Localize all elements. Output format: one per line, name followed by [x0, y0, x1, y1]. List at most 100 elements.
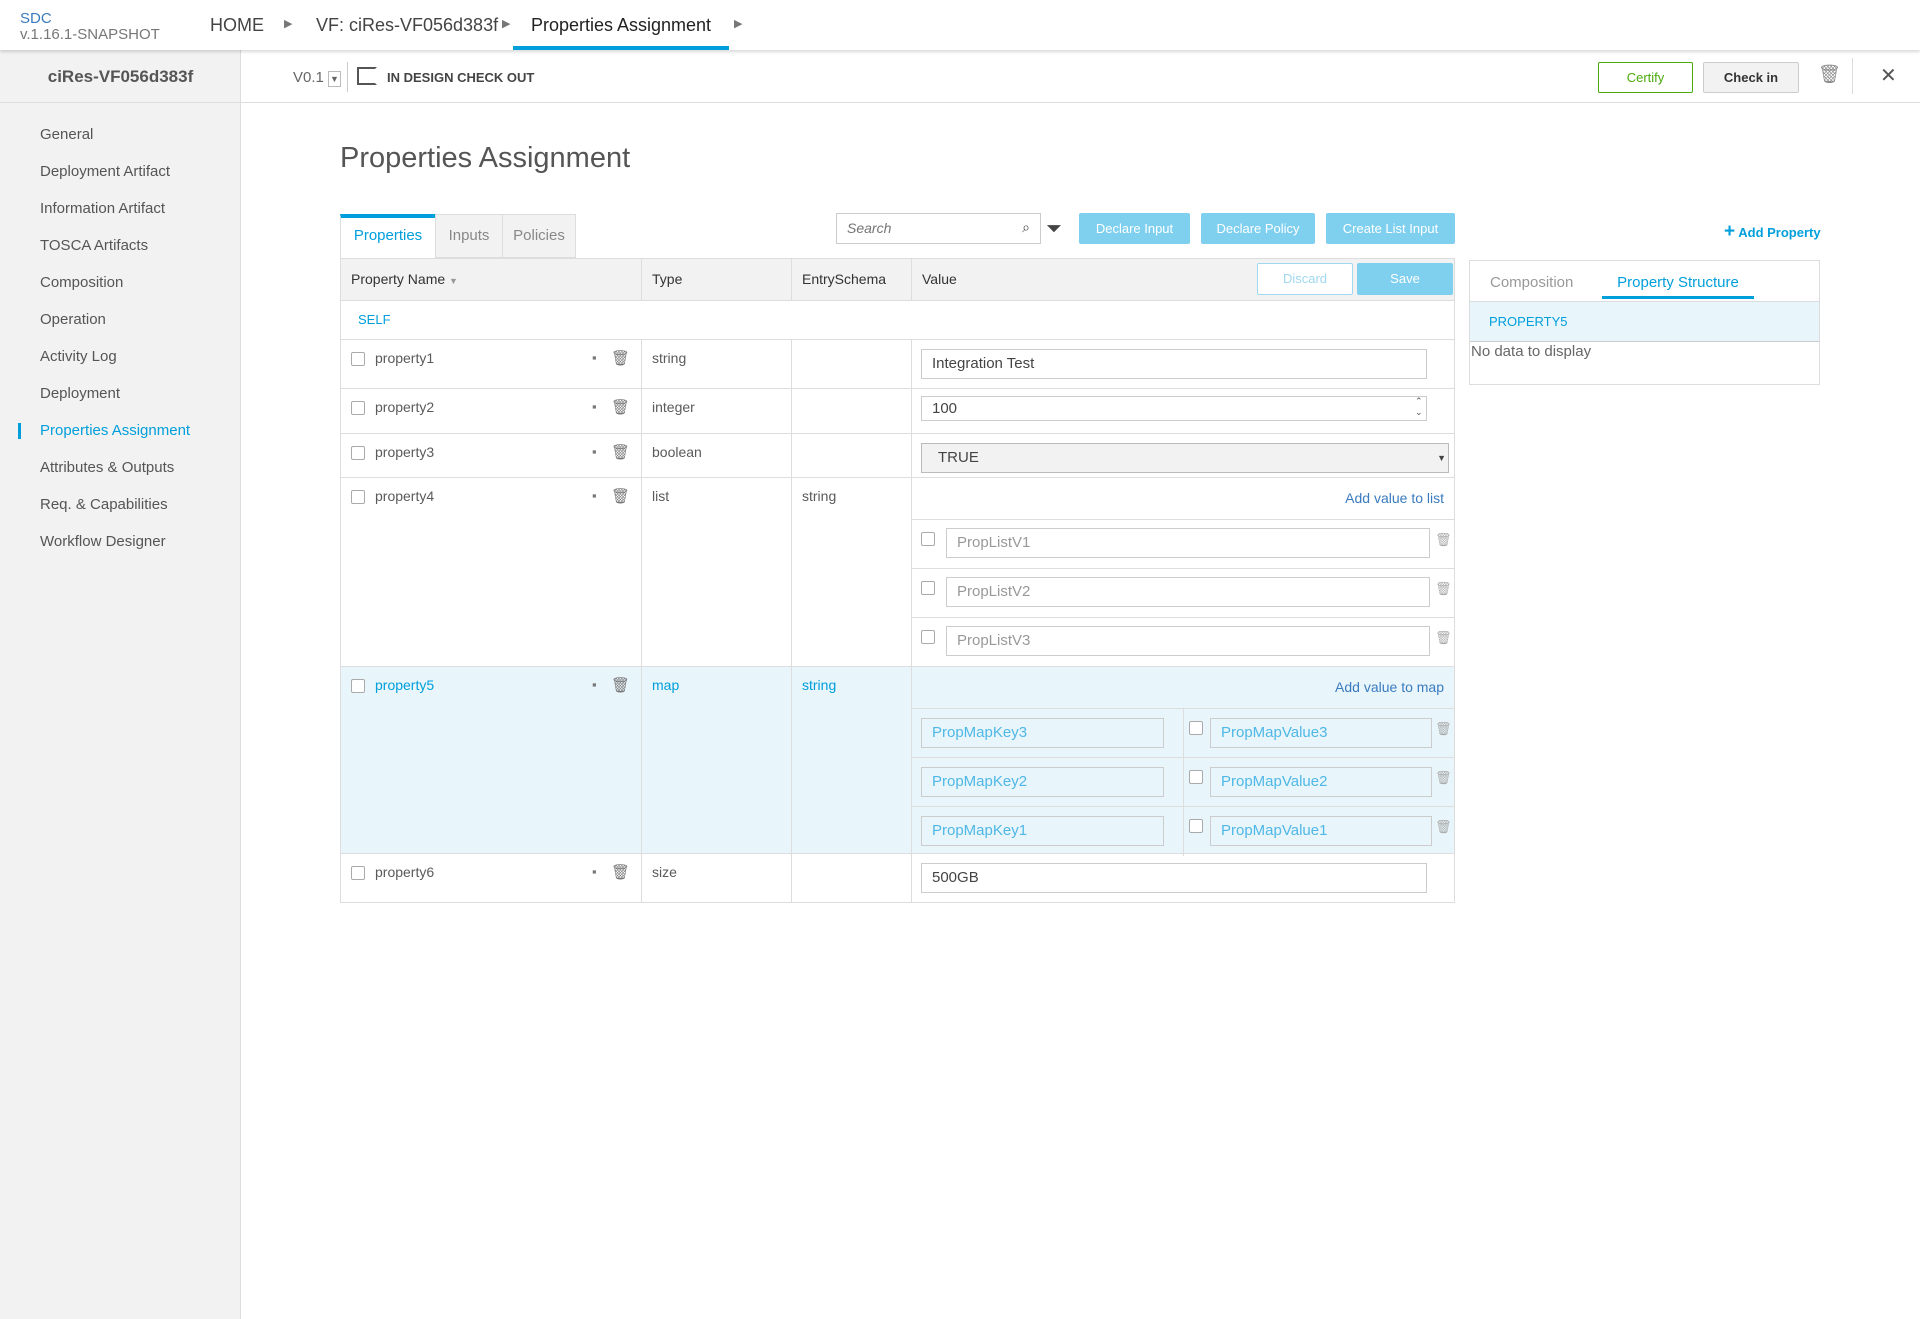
sidebar-item-composition[interactable]: Composition [40, 274, 124, 291]
trash-icon[interactable]: 🗑 [1435, 721, 1452, 736]
trash-icon[interactable]: 🗑 [611, 864, 631, 881]
header-label: Property Name [351, 271, 446, 287]
create-list-input-button[interactable]: Create List Input [1326, 213, 1455, 244]
list-item-input[interactable]: PropListV3 [946, 626, 1430, 656]
certify-button[interactable]: Certify [1598, 62, 1693, 93]
trash-icon[interactable]: 🗑 [611, 677, 631, 694]
list-item-input[interactable]: PropListV1 [946, 528, 1430, 558]
map-key-input[interactable]: PropMapKey3 [921, 718, 1164, 748]
add-value-to-list-link[interactable]: Add value to list [1345, 490, 1444, 506]
right-panel: Composition Property Structure PROPERTY5… [1469, 260, 1820, 385]
sidebar-item-activity-log[interactable]: Activity Log [40, 348, 117, 365]
map-value-input[interactable]: PropMapValue1 [1210, 816, 1432, 846]
trash-icon[interactable]: 🗑 [611, 488, 631, 505]
list-item-checkbox[interactable] [921, 581, 935, 595]
properties-table: Property Name ▼ Type EntrySchema Value D… [340, 258, 1455, 903]
filter-icon[interactable]: ⏷ [1046, 218, 1062, 240]
sidebar-item-general[interactable]: General [40, 126, 94, 143]
value-select[interactable]: TRUE ▼ [921, 443, 1449, 473]
property-entryschema: string [791, 667, 846, 853]
header-value: Value [911, 259, 1454, 300]
row-checkbox[interactable] [351, 679, 365, 693]
map-entry-checkbox[interactable] [1189, 819, 1203, 833]
list-item-input[interactable]: PropListV2 [946, 577, 1430, 607]
value-input[interactable]: Integration Test [921, 349, 1427, 379]
sidebar-item-workflow-designer[interactable]: Workflow Designer [40, 533, 166, 550]
tab-inputs[interactable]: Inputs [435, 214, 503, 258]
row-checkbox[interactable] [351, 401, 365, 415]
sidebar-item-attributes-outputs[interactable]: Attributes & Outputs [40, 459, 175, 476]
trash-icon[interactable]: 🗑 [1435, 630, 1452, 645]
sidebar-item-properties-assignment[interactable]: Properties Assignment [40, 422, 191, 439]
declare-input-button[interactable]: Declare Input [1079, 213, 1190, 244]
trash-icon[interactable]: 🗑 [1818, 64, 1841, 84]
add-value-to-map-link[interactable]: Add value to map [1335, 679, 1444, 695]
save-button[interactable]: Save [1357, 263, 1453, 295]
discard-button[interactable]: Discard [1257, 263, 1353, 295]
row-checkbox[interactable] [351, 866, 365, 880]
table-row: property6 ▪ 🗑 size 500GB [341, 853, 1454, 902]
trash-icon[interactable]: 🗑 [611, 444, 631, 461]
divider [1852, 58, 1853, 94]
search-input[interactable] [847, 214, 1017, 242]
close-icon[interactable]: ✕ [1880, 65, 1897, 87]
value-text: TRUE [938, 449, 979, 466]
list-item: PropListV1 🗑 [912, 519, 1455, 568]
value-input[interactable]: 100 [921, 396, 1427, 421]
breadcrumb-home[interactable]: HOME [210, 15, 264, 35]
breadcrumb-vf[interactable]: VF: ciRes-VF056d383f [316, 15, 499, 35]
breadcrumb-active-tab[interactable]: Properties Assignment [513, 0, 729, 50]
resource-header: V0.1 ▼ IN DESIGN CHECK OUT Certify Check… [0, 50, 1920, 103]
property-entryschema [791, 854, 812, 902]
map-entry: PropMapKey2 PropMapValue2 🗑 [912, 757, 1455, 807]
empty-message: No data to display [1471, 343, 1592, 360]
sidebar-item-tosca-artifacts[interactable]: TOSCA Artifacts [40, 237, 149, 254]
tab-policies[interactable]: Policies [502, 214, 576, 258]
trash-icon[interactable]: 🗑 [1435, 532, 1452, 547]
map-value-input[interactable]: PropMapValue3 [1210, 718, 1432, 748]
comment-icon[interactable]: ▪ [592, 864, 597, 879]
property-type: string [641, 340, 696, 388]
trash-icon[interactable]: 🗑 [1435, 770, 1452, 785]
tab-property-structure[interactable]: Property Structure [1602, 274, 1754, 299]
spinner-icon[interactable]: ⌃ ⌄ [1415, 396, 1423, 417]
sidebar-item-deployment[interactable]: Deployment [40, 385, 121, 402]
property-name: property3 [375, 444, 435, 460]
map-entry-checkbox[interactable] [1189, 770, 1203, 784]
map-value-input[interactable]: PropMapValue2 [1210, 767, 1432, 797]
sidebar-item-req-capabilities[interactable]: Req. & Capabilities [40, 496, 168, 513]
header-property-name[interactable]: Property Name ▼ [351, 271, 458, 287]
row-checkbox[interactable] [351, 446, 365, 460]
map-key-input[interactable]: PropMapKey2 [921, 767, 1164, 797]
comment-icon[interactable]: ▪ [592, 444, 597, 459]
check-in-button[interactable]: Check in [1703, 62, 1799, 93]
add-property-button[interactable]: + Add Property [1724, 221, 1821, 243]
sidebar-item-information-artifact[interactable]: Information Artifact [40, 200, 166, 217]
comment-icon[interactable]: ▪ [592, 350, 597, 365]
comment-icon[interactable]: ▪ [592, 488, 597, 503]
map-entry-checkbox[interactable] [1189, 721, 1203, 735]
list-item-checkbox[interactable] [921, 532, 935, 546]
sidebar-item-operation[interactable]: Operation [40, 311, 106, 328]
trash-icon[interactable]: 🗑 [1435, 581, 1452, 596]
value-cell: Integration Test [911, 340, 1454, 388]
sidebar-item-deployment-artifact[interactable]: Deployment Artifact [40, 163, 171, 180]
chevron-right-icon[interactable]: ▶ [734, 18, 743, 30]
row-checkbox[interactable] [351, 490, 365, 504]
map-entry: PropMapKey3 PropMapValue3 🗑 [912, 708, 1455, 758]
list-item-checkbox[interactable] [921, 630, 935, 644]
trash-icon[interactable]: 🗑 [611, 399, 631, 416]
comment-icon[interactable]: ▪ [592, 399, 597, 414]
declare-policy-button[interactable]: Declare Policy [1201, 213, 1315, 244]
comment-icon[interactable]: ▪ [592, 677, 597, 692]
tab-properties[interactable]: Properties [340, 214, 436, 258]
map-key-input[interactable]: PropMapKey1 [921, 816, 1164, 846]
search-icon[interactable]: ⌕ [1022, 219, 1030, 235]
version-select[interactable]: V0.1 ▼ [293, 69, 341, 87]
property-entryschema [791, 340, 812, 388]
trash-icon[interactable]: 🗑 [611, 350, 631, 367]
trash-icon[interactable]: 🗑 [1435, 819, 1452, 834]
tab-composition[interactable]: Composition [1490, 274, 1574, 291]
value-input[interactable]: 500GB [921, 863, 1427, 893]
row-checkbox[interactable] [351, 352, 365, 366]
